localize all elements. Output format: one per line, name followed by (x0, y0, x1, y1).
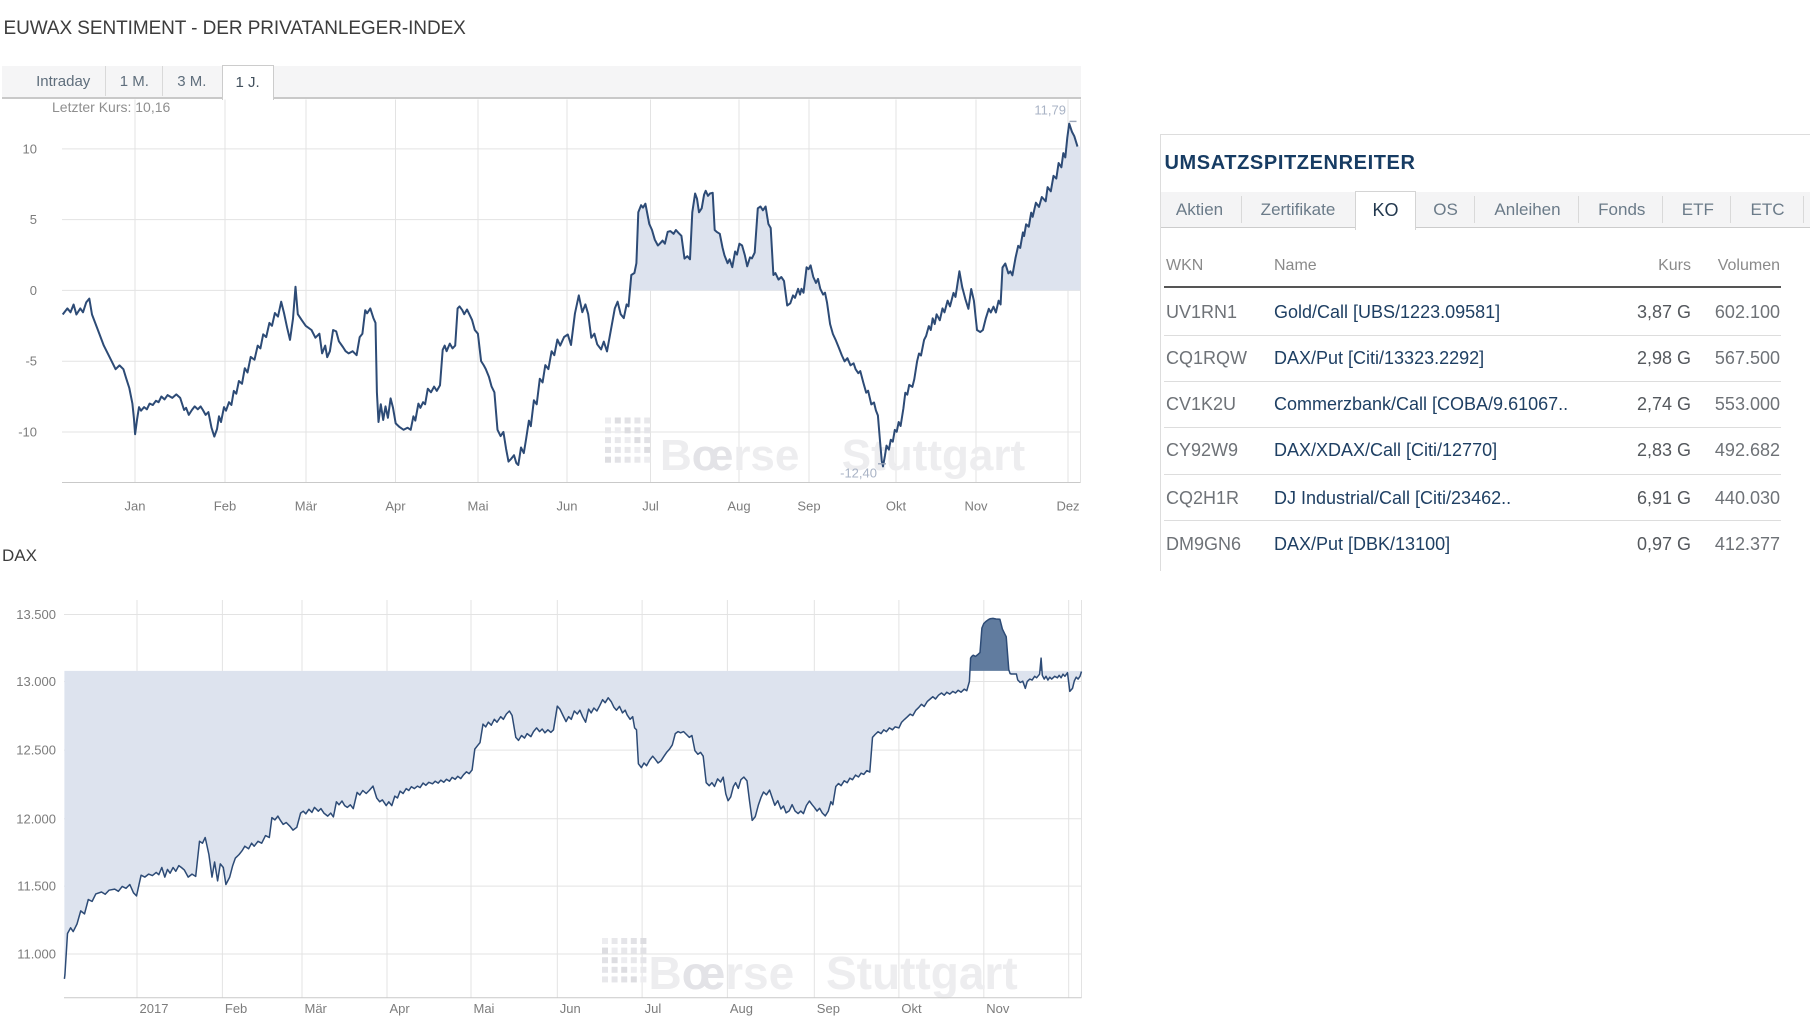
svg-text:Mai: Mai (474, 1001, 495, 1016)
svg-text:Mär: Mär (305, 1001, 328, 1016)
svg-text:Sep: Sep (817, 1001, 840, 1016)
svg-text:Stuttgart: Stuttgart (842, 431, 1026, 480)
svg-text:Sep: Sep (797, 499, 820, 514)
svg-text:11.000: 11.000 (17, 947, 56, 962)
svg-text:13.500: 13.500 (16, 607, 56, 622)
svg-text:Jan: Jan (125, 499, 146, 514)
svg-text:Letzter Kurs: 10,16: Letzter Kurs: 10,16 (52, 99, 171, 115)
svg-text:Bœrse: Bœrse (649, 947, 795, 999)
svg-text:Mai: Mai (468, 499, 489, 514)
svg-text:Apr: Apr (385, 499, 406, 514)
svg-text:Feb: Feb (225, 1001, 247, 1016)
svg-text:Feb: Feb (214, 499, 236, 514)
svg-text:12.500: 12.500 (16, 743, 56, 758)
svg-text:Okt: Okt (886, 499, 907, 514)
svg-text:Mär: Mär (295, 499, 318, 514)
svg-text:Jun: Jun (557, 499, 578, 514)
svg-text:Dez: Dez (1056, 499, 1079, 514)
svg-text:10: 10 (23, 141, 37, 156)
svg-text:Aug: Aug (730, 1001, 753, 1016)
svg-text:5: 5 (30, 212, 37, 227)
svg-text:-5: -5 (25, 354, 37, 369)
svg-text:Stuttgart: Stuttgart (826, 947, 1018, 999)
svg-text:0: 0 (30, 283, 37, 298)
svg-text:Aug: Aug (727, 499, 750, 514)
svg-text:-10: -10 (18, 425, 37, 440)
svg-text:11,79: 11,79 (1034, 103, 1066, 118)
svg-text:Nov: Nov (986, 1001, 1010, 1016)
svg-text:Okt: Okt (901, 1001, 922, 1016)
svg-text:-12,40: -12,40 (840, 466, 877, 481)
svg-text:2017: 2017 (140, 1001, 169, 1016)
svg-text:13.000: 13.000 (16, 674, 56, 689)
svg-text:Apr: Apr (390, 1001, 411, 1016)
svg-text:12.000: 12.000 (16, 811, 56, 826)
svg-text:Jul: Jul (645, 1001, 662, 1016)
svg-text:Jul: Jul (642, 499, 659, 514)
svg-text:11.500: 11.500 (17, 879, 56, 894)
svg-text:Bœrse: Bœrse (660, 431, 799, 480)
svg-text:Jun: Jun (560, 1001, 581, 1016)
svg-text:Nov: Nov (964, 499, 988, 514)
